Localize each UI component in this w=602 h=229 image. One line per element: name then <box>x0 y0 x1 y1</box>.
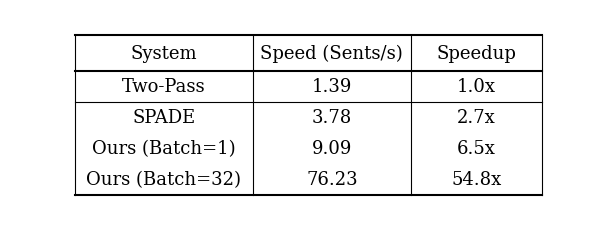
Text: Ours (Batch=1): Ours (Batch=1) <box>92 140 236 158</box>
Text: 76.23: 76.23 <box>306 171 358 188</box>
Text: Two-Pass: Two-Pass <box>122 78 206 96</box>
Text: Ours (Batch=32): Ours (Batch=32) <box>87 171 241 188</box>
Text: 1.39: 1.39 <box>312 78 352 96</box>
Text: 6.5x: 6.5x <box>457 140 496 158</box>
Text: 9.09: 9.09 <box>312 140 352 158</box>
Text: 3.78: 3.78 <box>312 109 352 127</box>
Text: 54.8x: 54.8x <box>452 171 501 188</box>
Text: Speedup: Speedup <box>436 45 517 63</box>
Text: 2.7x: 2.7x <box>457 109 496 127</box>
Text: System: System <box>131 45 197 63</box>
Text: 1.0x: 1.0x <box>457 78 496 96</box>
Text: SPADE: SPADE <box>132 109 196 127</box>
Text: Speed (Sents/s): Speed (Sents/s) <box>261 45 403 63</box>
